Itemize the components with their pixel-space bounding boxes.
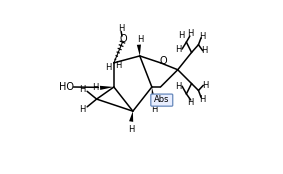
Text: H: H [199,31,205,41]
Text: O: O [160,56,168,66]
Text: H: H [187,29,193,38]
Text: H: H [199,95,205,104]
Text: H: H [137,34,143,44]
Text: H: H [178,31,185,40]
Text: H: H [175,45,182,54]
Polygon shape [151,87,156,102]
Text: H: H [151,105,157,114]
Text: H: H [80,85,86,94]
Text: H: H [106,63,112,72]
Text: H: H [115,61,121,70]
Text: H: H [93,82,99,92]
Text: H: H [175,82,182,91]
Polygon shape [129,111,133,122]
Text: HO: HO [59,82,74,92]
Text: H: H [128,125,135,134]
Text: H: H [202,81,208,90]
Text: H: H [187,98,193,107]
Text: H: H [80,105,86,114]
FancyBboxPatch shape [151,94,173,106]
Text: H: H [119,24,125,33]
Polygon shape [137,45,141,56]
Text: Abs: Abs [154,96,170,104]
Polygon shape [100,86,114,90]
Text: H: H [201,46,208,55]
Text: O: O [119,34,127,44]
